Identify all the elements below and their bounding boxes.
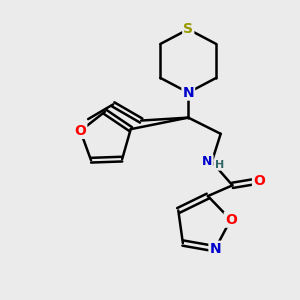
Text: O: O	[225, 213, 237, 227]
Text: O: O	[253, 174, 265, 188]
Text: O: O	[74, 124, 86, 138]
Text: H: H	[214, 160, 224, 170]
Text: N: N	[209, 242, 221, 256]
Text: N: N	[202, 155, 213, 168]
Text: N: N	[182, 85, 194, 100]
Text: S: S	[183, 22, 193, 36]
